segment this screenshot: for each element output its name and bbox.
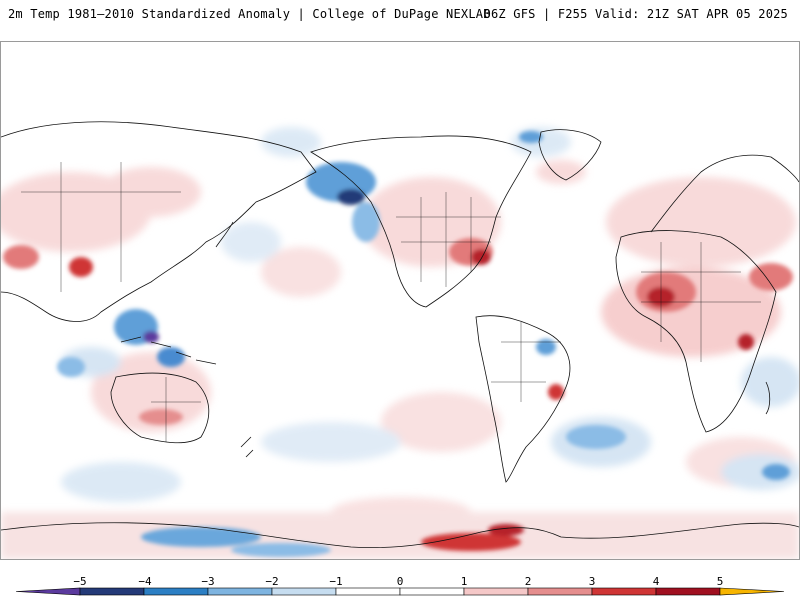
japan-islands [215,221,234,248]
colorbar-tick-label: 1 [460,575,468,588]
colorbar-arrow-max [719,587,785,596]
colorbar-tick-label: −1 [329,575,343,588]
colorbar-tick-label: −3 [201,575,215,588]
coastlines [1,121,799,549]
map-title: 2m Temp 1981–2010 Standardized Anomaly |… [8,7,491,21]
europe-coast [650,154,799,233]
colorbar-segment [655,587,721,596]
colorbar-tick-label: −5 [73,575,87,588]
colorbar-segment [143,587,209,596]
antarctica-coast [1,522,799,549]
header: 2m Temp 1981–2010 Standardized Anomaly |… [0,0,800,28]
eurasia-coast [1,121,317,322]
model-run-info: 06Z GFS | F255 Valid: 21Z SAT APR 05 202… [483,7,788,21]
africa-coast [615,230,777,433]
colorbar-segment [463,587,529,596]
new-zealand-islands [240,436,254,458]
colorbar-arrow-min [15,587,81,596]
colorbar: −5 −4 −3 −2 −1 0 1 2 3 4 5 [0,570,800,600]
colorbar-tick-label: −2 [265,575,279,588]
colorbar-segment [335,587,401,596]
colorbar-segment [591,587,657,596]
australia-coast [110,372,210,444]
map-canvas [1,121,799,559]
colorbar-tick-label: 2 [524,575,532,588]
colorbar-strip [15,587,785,596]
south-america-coast [475,315,571,483]
country-borders [21,162,761,442]
anomaly-field-strong [3,131,793,557]
colorbar-segment [271,587,337,596]
colorbar-segment [399,587,465,596]
anomaly-field-pale [1,127,799,559]
colorbar-tick-label: −4 [138,575,152,588]
indonesia-islands [120,336,217,365]
colorbar-segment [79,587,145,596]
colorbar-segment [527,587,593,596]
colorbar-tick-label: 3 [588,575,596,588]
madagascar-island [765,381,771,415]
colorbar-segment [207,587,273,596]
colorbar-tick-label: 5 [716,575,724,588]
colorbar-tick-label: 4 [652,575,660,588]
anomaly-map [0,41,800,560]
colorbar-tick-label: 0 [396,575,404,588]
greenland-coast [538,129,602,181]
north-america-coast [310,135,532,308]
